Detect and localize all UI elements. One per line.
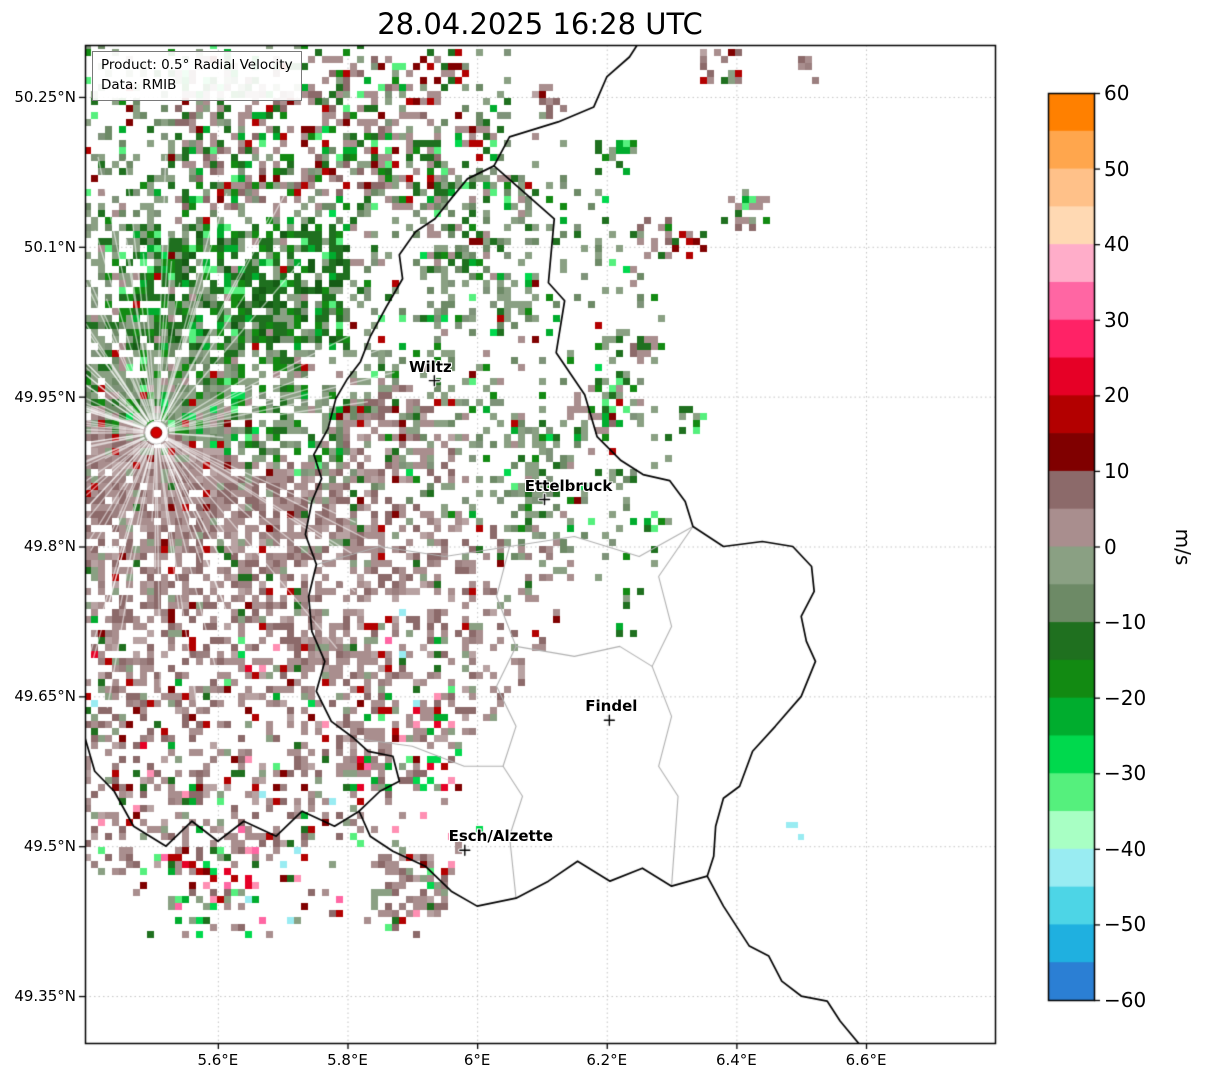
lat-tick-label: 50.1°N [23,237,76,256]
lon-tick-label: 6.6°E [845,1051,887,1069]
colorbar-tick-label: 30 [1104,307,1130,332]
lon-tick-label: 6.2°E [586,1051,628,1069]
city-label-ettelbruck: Ettelbruck [524,476,613,495]
colorbar-tick-label: −30 [1104,761,1147,786]
colorbar-tick-label: 60 [1104,81,1130,105]
colorbar-tick-label: 0 [1104,534,1117,559]
colorbar-tick-label: −60 [1104,988,1147,1012]
colorbar-tick-label: 10 [1104,458,1130,483]
lon-tick-label: 6.4°E [715,1051,757,1069]
city-label-findel: Findel [585,697,638,716]
colorbar-tick-label: −40 [1104,836,1147,861]
lat-tick-label: 49.95°N [14,387,76,406]
data-source-label: Data: RMIB [101,77,177,94]
colorbar-tick-label: 40 [1104,232,1130,257]
colorbar-tick-label: 20 [1104,383,1130,408]
product-label: Product: 0.5° Radial Velocity [101,57,293,73]
lat-tick-label: 49.65°N [14,687,76,706]
lat-tick-label: 50.25°N [14,87,76,106]
lon-tick-label: 5.8°E [327,1051,368,1069]
colorbar-tick-label: −50 [1104,912,1147,937]
colorbar-tick-label: −10 [1104,610,1147,635]
lat-tick-label: 49.35°N [14,987,76,1006]
lon-tick-label: 5.6°E [197,1051,239,1069]
product-info-box: Product: 0.5° Radial Velocity Data: RMIB [92,51,302,101]
lat-tick-label: 49.8°N [23,537,76,556]
city-label-wiltz: Wiltz [408,357,452,376]
lat-tick-label: 49.5°N [23,837,76,856]
colorbar-tick-label: −20 [1104,685,1147,710]
city-label-esch-alzette: Esch/Alzette [448,827,554,846]
figure-title: 28.04.2025 16:28 UTC [377,7,703,41]
colorbar-tick-label: 50 [1104,156,1130,181]
lon-tick-label: 6°E [463,1051,491,1069]
colorbar-unit-label: m/s [1171,528,1195,566]
